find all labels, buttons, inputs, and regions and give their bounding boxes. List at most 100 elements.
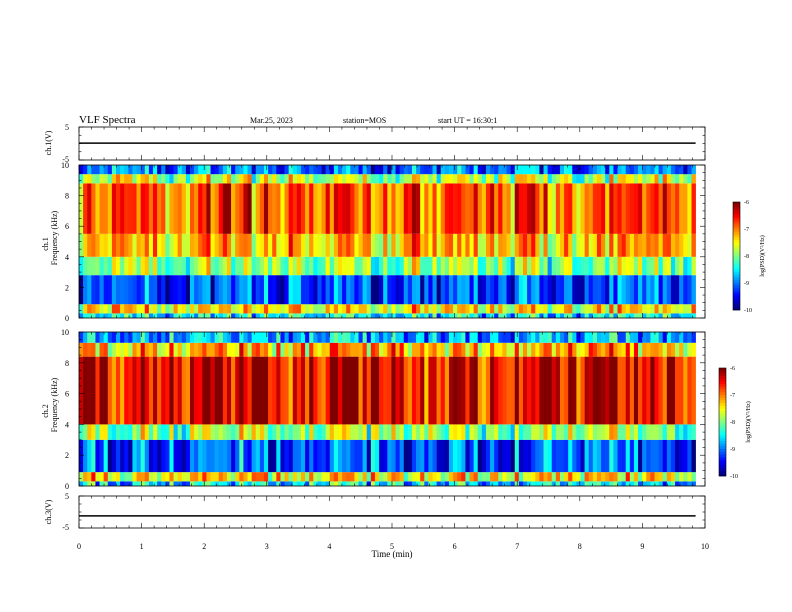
spectrogram-cell [350,275,355,305]
spectrogram-cell [272,275,277,305]
spectrogram-cell [670,332,676,343]
spectrogram-cell [181,481,187,486]
spectrogram-cell [522,424,528,440]
spectrogram-cell [300,165,306,175]
spectrogram-cell [198,424,203,440]
spectrogram-cell [531,304,536,314]
spectrogram-cell [465,342,470,357]
spectrogram-cell [506,165,511,175]
spectrogram-cell [202,165,207,175]
spectrogram-cell [461,183,466,234]
spectrogram-cell [251,275,257,305]
y-tick-labels: 0 2 4 6 8 10 [61,328,69,491]
colorbar-segment [733,301,740,305]
spectrogram-cell [465,304,470,314]
spectrogram-cell [568,174,573,184]
spectrogram-cell [321,342,326,357]
spectrogram-cell [132,174,137,184]
spectrogram-cell [572,342,577,357]
spectrogram-cell [675,424,680,440]
spectrogram-cell [370,332,376,343]
x-tick-label: 9 [640,542,644,551]
spectrogram-cell [584,174,590,184]
colorbar-segment [733,269,740,273]
spectrogram-cell [185,165,191,175]
spectrogram-cell [111,332,117,343]
spectrogram-cell [453,313,458,318]
spectrogram-cell [461,481,466,486]
spectrogram-cell [263,313,269,318]
spectrogram-cell [165,313,170,318]
spectrogram-cell [165,165,170,175]
spectrogram-cell [210,233,215,257]
spectrogram-cell [498,439,503,473]
colorbar: -6 -7 -8 -9 -10 log(PSD)(V²/Hz) [718,366,752,480]
spectrogram-cell [181,472,187,482]
spectrogram-cell [658,275,664,305]
spectrogram-cell [259,256,265,276]
spectrogram-cell [300,275,306,305]
spectrogram-cell [243,256,248,276]
spectrogram-cell [387,304,392,314]
spectrogram-cell [411,332,417,343]
spectrogram-cell [370,481,376,486]
spectrogram-cell [621,174,627,184]
spectrogram-cell [494,439,499,473]
spectrogram-cell [325,424,331,440]
spectrogram-cell [469,481,474,486]
spectrogram-cell [568,165,573,175]
spectrogram-cell [329,275,335,305]
spectrogram-cell [411,275,417,305]
spectrogram-cell [679,481,684,486]
spectrogram-cell [490,472,495,482]
spectrogram-cell [670,174,676,184]
spectrogram-cell [83,342,88,357]
spectrogram-cell [383,174,388,184]
spectrogram-cell [461,472,466,482]
spectrogram-cell [424,313,429,318]
spectrogram-cell [621,472,627,482]
spectrogram-cell [177,256,183,276]
spectrogram-cell [140,256,146,276]
spectrogram-cell [601,439,606,473]
spectrogram-cell [592,165,598,175]
spectrogram-cell [210,342,215,357]
spectrogram-cell [362,332,368,343]
spectrogram-cell [370,183,376,234]
spectrogram-cell [576,332,581,343]
colorbar-tick-label: -10 [730,474,738,480]
spectrogram-cell [342,481,347,486]
spectrogram-cell [633,174,639,184]
spectrogram-cell [613,342,618,357]
spectrogram-cell [144,256,150,276]
spectrogram-cell [502,342,507,357]
spectrogram-cell [633,256,639,276]
spectrogram-cell [136,472,141,482]
spectrogram-cell [658,304,664,314]
spectrogram-cell [621,233,627,257]
spectrogram-cell [510,183,516,234]
spectrogram-cell [329,174,335,184]
spectrogram-cell [687,439,692,473]
spectrogram-cell [494,256,499,276]
spectrogram-cell [609,165,614,175]
spectrogram-cell [214,304,220,314]
spectrogram-cell [424,174,429,184]
colorbar-segment [719,446,726,450]
spectrogram-cell [202,332,207,343]
spectrogram-cell [173,313,178,318]
spectrogram-cell [687,332,692,343]
spectrogram-cell [625,304,631,314]
spectrogram-cell [399,233,405,257]
spectrogram-cell [601,424,606,440]
spectrogram-cell [617,183,622,234]
spectrogram-cell [247,481,252,486]
spectrogram-cell [601,233,606,257]
spectrogram-cell [465,424,470,440]
spectrogram-cell [646,424,651,440]
spectrogram-cell [609,424,614,440]
colorbar-segment [719,438,726,442]
spectrogram-cell [103,356,109,425]
spectrogram-cell [469,275,474,305]
spectrogram-cell [584,304,590,314]
